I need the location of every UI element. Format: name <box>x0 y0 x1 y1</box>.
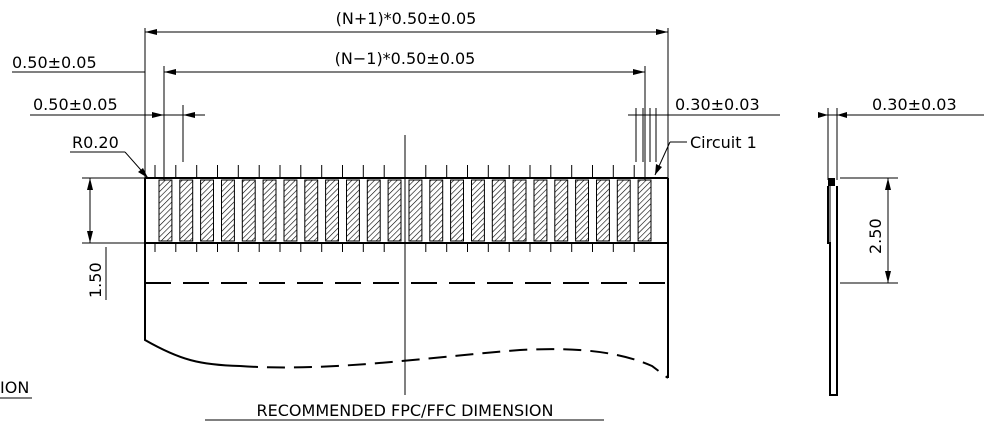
side-view: 0.30±0.03 2.50 <box>818 95 984 396</box>
fpc-outline <box>144 135 669 395</box>
contact-pad <box>262 179 277 242</box>
side-thickness-label: 0.30±0.03 <box>872 95 957 114</box>
contact-pad <box>179 179 194 242</box>
pad-height-label: 1.50 <box>86 262 105 298</box>
contact-pad <box>221 179 235 242</box>
contact-pad <box>491 179 506 242</box>
pitch-label: 0.50±0.05 <box>33 95 118 114</box>
edge-offset-dimension: 0.50±0.05 <box>12 53 145 73</box>
contact-pad <box>387 179 402 242</box>
contact-pad <box>637 179 652 242</box>
contact-pad <box>512 179 527 242</box>
caption: RECOMMENDED FPC/FFC DIMENSION <box>205 401 604 421</box>
trace-gap-label: 0.30±0.03 <box>675 95 760 114</box>
corner-radius-label: R0.20 <box>72 133 119 152</box>
contact-pad <box>200 179 215 242</box>
pitch-dimension: 0.50±0.05 <box>30 95 205 162</box>
edge-offset-label: 0.50±0.05 <box>12 53 97 72</box>
contact-pad <box>366 179 381 242</box>
corner-radius-callout: R0.20 <box>70 133 149 179</box>
inner-width-dimension: (N−1)*0.50±0.05 <box>163 49 646 180</box>
circuit-label: Circuit 1 <box>690 133 757 152</box>
contact-pad <box>408 179 423 242</box>
circuit-callout: Circuit 1 <box>654 133 757 176</box>
cut-caption-label: ION <box>0 378 29 397</box>
contact-pad <box>429 179 444 242</box>
contact-pads <box>154 165 652 252</box>
contact-pad <box>346 179 360 242</box>
contact-pad <box>575 179 589 242</box>
contact-pad <box>283 179 298 242</box>
inner-width-label: (N−1)*0.50±0.05 <box>335 49 476 68</box>
contact-pad <box>471 179 485 242</box>
contact-pad <box>616 179 631 242</box>
caption-label: RECOMMENDED FPC/FFC DIMENSION <box>257 401 554 420</box>
trace-gap-dimension: 0.30±0.03 <box>628 95 780 162</box>
contact-pad <box>533 179 548 242</box>
contact-pad <box>596 179 610 242</box>
pad-height-dimension: 1.50 <box>82 177 145 300</box>
side-height-label: 2.50 <box>866 218 885 254</box>
contact-pad <box>325 179 340 242</box>
contact-pad <box>158 179 173 242</box>
contact-pad <box>554 179 569 242</box>
contact-pad <box>304 179 319 242</box>
cut-caption: ION <box>0 378 32 399</box>
contact-pad <box>241 179 256 242</box>
overall-width-label: (N+1)*0.50±0.05 <box>336 9 477 28</box>
overall-width-dimension: (N+1)*0.50±0.05 <box>144 9 669 178</box>
contact-pad <box>450 179 465 242</box>
